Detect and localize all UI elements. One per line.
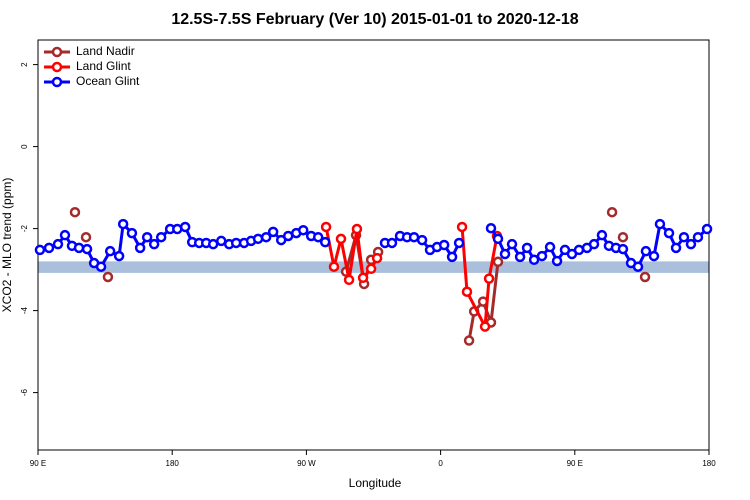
data-point — [267, 226, 279, 238]
data-point — [632, 261, 644, 272]
legend-marker — [51, 46, 63, 58]
legend-label: Ocean Glint — [76, 74, 140, 88]
data-point — [446, 251, 458, 263]
data-point — [126, 227, 138, 239]
data-point — [357, 272, 369, 284]
data-point — [386, 237, 398, 249]
legend-marker — [51, 76, 63, 88]
y-tick-label: -4 — [20, 306, 29, 314]
data-point — [312, 231, 324, 243]
legend-label: Land Glint — [76, 59, 131, 73]
chart-title: 12.5S-7.5S February (Ver 10) 2015-01-01 … — [171, 11, 578, 28]
data-point — [588, 238, 600, 250]
data-point — [351, 223, 363, 235]
data-point — [52, 238, 64, 250]
x-tick-label: 90 E — [30, 459, 46, 468]
data-point — [80, 231, 92, 243]
data-point — [701, 223, 713, 235]
data-point — [670, 242, 682, 254]
x-tick-label: 90 W — [297, 459, 316, 468]
data-point — [104, 245, 116, 257]
data-point — [453, 237, 465, 249]
data-point — [685, 238, 697, 250]
y-tick-label: -6 — [20, 388, 29, 396]
data-point — [319, 236, 331, 248]
data-point — [69, 206, 81, 218]
data-point — [463, 335, 475, 346]
data-point — [81, 243, 93, 255]
data-point — [328, 261, 340, 272]
data-point — [73, 242, 85, 254]
data-point — [102, 271, 114, 283]
data-point — [606, 206, 618, 218]
data-point — [343, 274, 355, 286]
x-axis-label: Longitude — [349, 476, 402, 490]
data-point — [499, 248, 511, 260]
data-point — [456, 221, 468, 233]
data-point — [134, 242, 146, 254]
data-point — [617, 231, 629, 243]
data-point — [536, 250, 548, 262]
data-point — [408, 231, 420, 243]
data-point — [260, 231, 272, 243]
data-point — [617, 243, 629, 255]
data-point — [485, 222, 497, 234]
data-point — [461, 286, 473, 297]
data-point — [113, 250, 125, 262]
data-point — [282, 230, 294, 242]
x-tick-label: 0 — [438, 459, 443, 468]
data-point — [648, 250, 660, 262]
data-point — [438, 239, 450, 251]
data-point — [654, 218, 666, 230]
data-point — [34, 244, 46, 256]
data-point — [148, 238, 160, 250]
data-point — [506, 238, 518, 250]
y-tick-label: 0 — [20, 144, 29, 149]
y-tick-label: -2 — [20, 224, 29, 232]
x-tick-label: 180 — [166, 459, 180, 468]
data-point — [521, 242, 533, 254]
x-tick-label: 180 — [702, 459, 716, 468]
data-point — [544, 241, 556, 253]
data-point — [492, 233, 504, 245]
data-point — [207, 238, 219, 250]
data-point — [298, 224, 309, 236]
x-tick-label: 90 E — [567, 459, 583, 468]
data-point — [573, 244, 585, 256]
data-point — [692, 231, 704, 243]
data-point — [59, 229, 71, 241]
data-point — [252, 233, 264, 245]
y-tick-label: 2 — [20, 62, 29, 67]
data-point — [95, 261, 107, 272]
data-point — [365, 263, 377, 275]
plot-frame — [37, 39, 710, 451]
data-point — [155, 231, 167, 243]
data-point — [416, 234, 428, 246]
data-point — [528, 254, 540, 266]
data-point — [492, 256, 504, 268]
data-point — [596, 229, 608, 241]
y-axis-label: XCO2 - MLO trend (ppm) — [0, 178, 14, 313]
legend-label: Land Nadir — [76, 44, 135, 58]
data-point — [479, 321, 491, 332]
data-point — [639, 271, 651, 283]
data-point — [179, 221, 191, 233]
data-point — [320, 221, 332, 233]
legend-marker — [51, 61, 63, 73]
data-point — [335, 233, 347, 245]
data-point — [117, 218, 129, 230]
data-point — [640, 245, 652, 257]
data-point — [141, 231, 153, 243]
data-point — [663, 227, 675, 239]
data-point — [678, 231, 690, 243]
data-point — [483, 273, 495, 284]
data-point — [551, 255, 563, 267]
data-point — [514, 251, 526, 263]
data-point — [43, 242, 55, 254]
data-point — [371, 252, 383, 264]
